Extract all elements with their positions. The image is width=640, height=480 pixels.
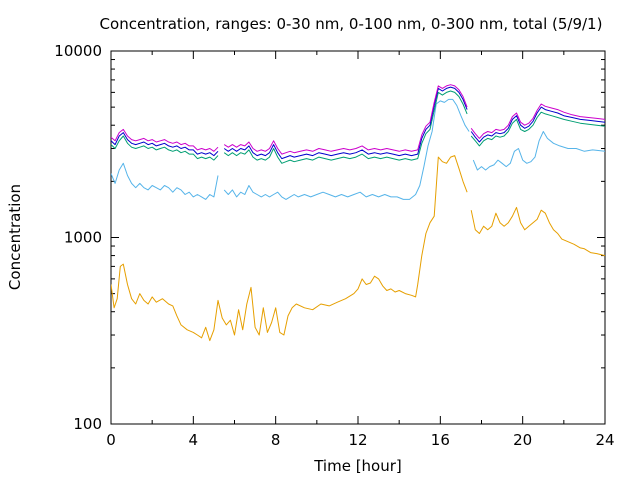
series-line-1 bbox=[470, 206, 605, 257]
series-line-3 bbox=[111, 135, 219, 161]
axis-tick-labels: 0 4 8 12 16 20 24 100 1000 10000 bbox=[54, 42, 614, 449]
x-axis-label: Time [hour] bbox=[313, 457, 402, 475]
series-line-2 bbox=[111, 162, 219, 200]
series-line-4 bbox=[470, 106, 605, 143]
series-line-2 bbox=[223, 98, 470, 200]
y-axis-label: Concentration bbox=[6, 184, 24, 290]
series-line-1 bbox=[111, 155, 468, 342]
series-line-2 bbox=[472, 131, 605, 171]
y-tick-label: 10000 bbox=[54, 42, 102, 60]
x-tick-label: 8 bbox=[271, 431, 281, 449]
axis-ticks bbox=[110, 50, 606, 425]
series-line-3 bbox=[470, 111, 605, 147]
x-tick-label: 20 bbox=[513, 431, 532, 449]
x-tick-label: 12 bbox=[348, 431, 367, 449]
x-tick-label: 16 bbox=[431, 431, 450, 449]
chart-title: Concentration, ranges: 0-30 nm, 0-100 nm… bbox=[100, 15, 603, 33]
x-tick-label: 24 bbox=[595, 431, 614, 449]
series-line-5 bbox=[470, 103, 605, 139]
y-tick-label: 100 bbox=[73, 415, 102, 433]
series-line-4 bbox=[223, 86, 468, 160]
y-tick-label: 1000 bbox=[64, 229, 102, 247]
x-tick-label: 4 bbox=[189, 431, 199, 449]
series-line-4 bbox=[111, 132, 219, 157]
plot-frame bbox=[110, 50, 606, 425]
series-line-5 bbox=[111, 128, 219, 152]
series-layer bbox=[111, 84, 605, 342]
series-line-3 bbox=[223, 90, 468, 164]
series-line-5 bbox=[223, 84, 468, 155]
x-tick-label: 0 bbox=[106, 431, 116, 449]
